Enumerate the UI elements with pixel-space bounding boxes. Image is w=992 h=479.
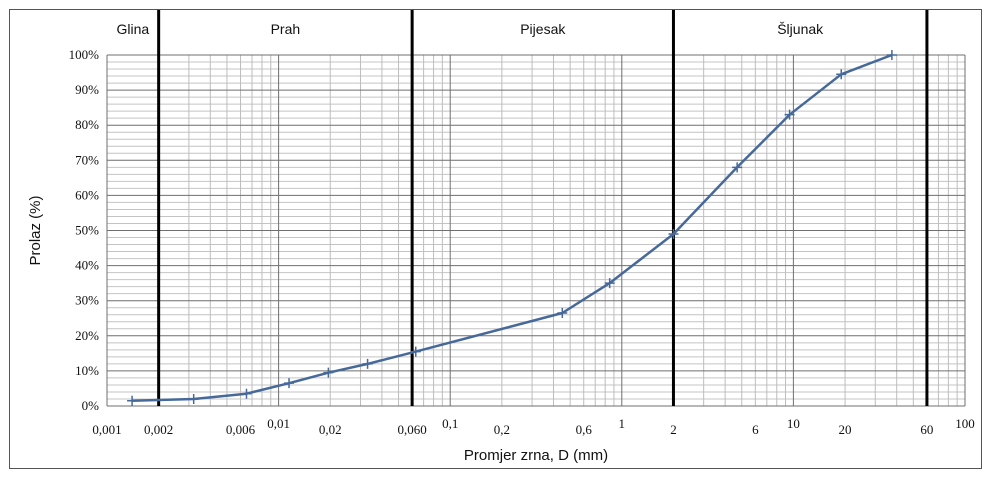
data-point-marker bbox=[604, 278, 615, 289]
data-point-marker bbox=[732, 162, 743, 173]
y-tick-label: 60% bbox=[75, 187, 99, 202]
x-tick-label: 1 bbox=[619, 416, 626, 431]
x-tick-label: 0,02 bbox=[319, 422, 342, 437]
y-axis-title: Prolaz (%) bbox=[27, 195, 44, 265]
x-tick-label: 0,6 bbox=[576, 422, 593, 437]
data-point-marker bbox=[241, 388, 252, 399]
data-point-marker bbox=[557, 307, 568, 318]
x-tick-label: 0,001 bbox=[92, 422, 121, 437]
y-tick-label: 50% bbox=[75, 223, 99, 238]
chart-frame bbox=[9, 9, 982, 469]
zone-label: Šljunak bbox=[777, 21, 824, 37]
y-tick-label: 100% bbox=[69, 47, 100, 62]
y-tick-label: 80% bbox=[75, 117, 99, 132]
y-tick-label: 40% bbox=[75, 258, 99, 273]
data-point-marker bbox=[836, 69, 847, 80]
x-tick-label: 6 bbox=[752, 422, 759, 437]
data-point-marker bbox=[188, 393, 199, 404]
zone-labels: Glina Prah Pijesak Šljunak bbox=[116, 21, 824, 37]
data-point-marker bbox=[784, 109, 795, 120]
x-tick-label: 0,060 bbox=[398, 422, 427, 437]
data-point-marker bbox=[362, 358, 373, 369]
data-point-marker bbox=[410, 346, 421, 357]
major-grid bbox=[106, 54, 966, 407]
y-tick-labels: 0% 10% 20% 30% 40% 50% 60% 70% 80% 90% 100% bbox=[69, 47, 100, 413]
x-tick-label: 20 bbox=[839, 422, 852, 437]
zone-label: Prah bbox=[271, 21, 301, 37]
y-tick-label: 70% bbox=[75, 152, 99, 167]
data-point-marker bbox=[127, 395, 138, 406]
x-tick-label: 0,002 bbox=[144, 422, 173, 437]
y-tick-label: 10% bbox=[75, 363, 99, 378]
x-tick-label: 10 bbox=[787, 416, 800, 431]
x-axis-title: Promjer zrna, D (mm) bbox=[464, 447, 608, 464]
series-line bbox=[132, 53, 893, 402]
x-tick-label: 100 bbox=[955, 416, 975, 431]
x-tick-label: 0,006 bbox=[226, 422, 256, 437]
data-point-marker bbox=[323, 367, 334, 378]
series-group bbox=[127, 50, 897, 406]
x-tick-label: 60 bbox=[920, 422, 933, 437]
x-tick-label: 0,01 bbox=[267, 416, 290, 431]
x-tick-label: 0,1 bbox=[442, 416, 458, 431]
zone-boundaries bbox=[157, 10, 929, 406]
data-point-marker bbox=[668, 229, 679, 240]
data-point-marker bbox=[284, 378, 295, 389]
data-point-marker bbox=[886, 50, 897, 60]
zone-label: Pijesak bbox=[520, 21, 566, 37]
zone-label: Glina bbox=[116, 21, 149, 37]
y-tick-label: 90% bbox=[75, 82, 99, 97]
x-tick-labels: 0,001 0,002 0,006 0,01 0,02 0,060 0,1 0,2 0,6 1 2 6… bbox=[92, 416, 974, 437]
y-tick-label: 20% bbox=[75, 328, 99, 343]
y-tick-label: 30% bbox=[75, 293, 99, 308]
x-tick-label: 0,2 bbox=[494, 422, 510, 437]
x-tick-label: 2 bbox=[670, 422, 677, 437]
minor-grid bbox=[107, 55, 965, 406]
y-tick-label: 0% bbox=[82, 398, 100, 413]
